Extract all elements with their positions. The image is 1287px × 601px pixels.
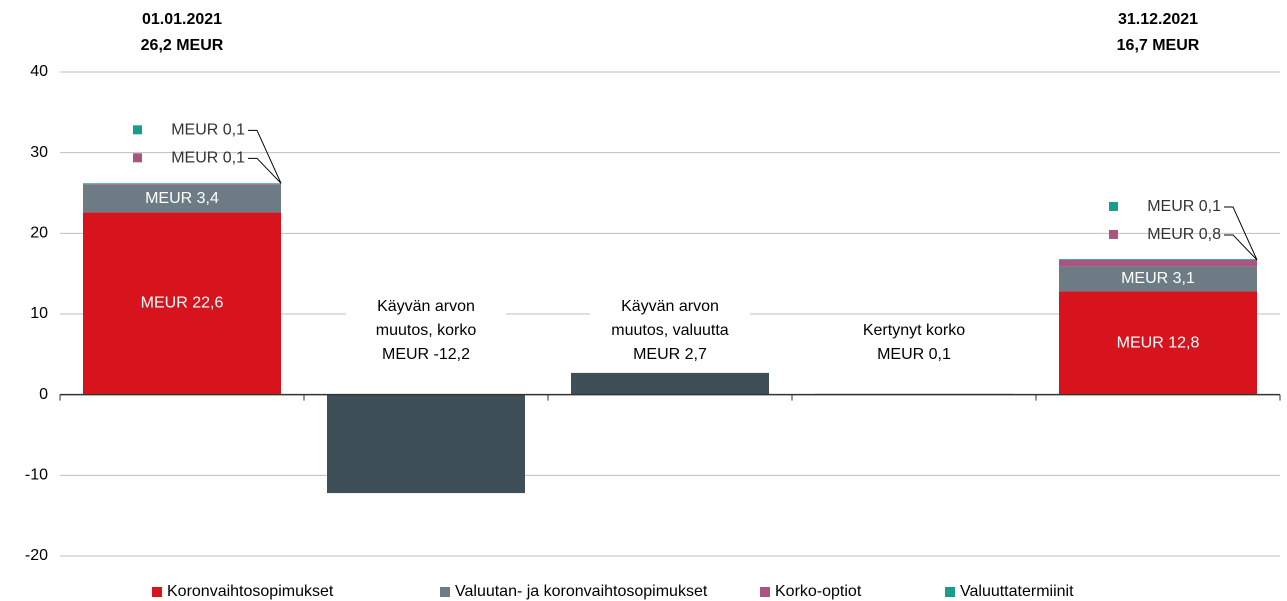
value-label: MEUR 12,8 <box>1117 334 1200 351</box>
label-background <box>346 295 506 367</box>
y-tick-label: 0 <box>39 386 48 403</box>
y-tick-label: 20 <box>30 225 48 242</box>
legend-label: Valuuttatermiinit <box>960 583 1074 600</box>
legend-label: Valuutan- ja koronvaihtosopimukset <box>455 583 708 600</box>
total-date: 01.01.2021 <box>142 11 222 28</box>
value-label: MEUR -12,2 <box>382 346 470 363</box>
y-tick-label: -20 <box>25 547 48 564</box>
bar-segment <box>1059 259 1257 267</box>
bar <box>327 394 525 494</box>
total-date: 31.12.2021 <box>1118 11 1198 28</box>
label-marker <box>1109 201 1118 211</box>
label-background <box>834 319 994 367</box>
bar <box>571 372 769 395</box>
value-label: MEUR 3,1 <box>1121 270 1195 287</box>
legend-label: Koronvaihtosopimukset <box>167 583 334 600</box>
bar-segment <box>1059 266 1257 292</box>
bar-segment <box>1059 259 1257 260</box>
leader-line <box>248 129 282 184</box>
value-label: MEUR 0,1 <box>171 150 245 167</box>
change-title: Kertynyt korko <box>863 322 965 339</box>
value-label: MEUR 3,4 <box>145 190 219 207</box>
bar-segment <box>83 184 281 213</box>
value-label: MEUR 0,1 <box>171 122 245 139</box>
leader-line <box>1224 234 1258 261</box>
y-tick-label: 10 <box>30 305 48 322</box>
change-title: muutos, valuutta <box>611 322 729 339</box>
legend-swatch <box>760 587 770 597</box>
legend-label: Korko-optiot <box>775 583 862 600</box>
value-label: MEUR 22,6 <box>141 295 224 312</box>
value-label: MEUR 2,7 <box>633 346 707 363</box>
change-title: Käyvän arvon <box>377 298 475 315</box>
total-label: 16,7 MEUR <box>1117 37 1200 54</box>
y-tick-label: -10 <box>25 467 48 484</box>
change-title: muutos, korko <box>376 322 477 339</box>
legend-swatch <box>945 587 955 597</box>
y-tick-label: 30 <box>30 144 48 161</box>
label-marker <box>133 125 142 135</box>
bar-segment <box>1059 291 1257 395</box>
bar-segment <box>83 183 281 185</box>
total-label: 26,2 MEUR <box>141 37 224 54</box>
value-label: MEUR 0,1 <box>877 346 951 363</box>
label-marker <box>133 153 142 163</box>
label-background <box>590 295 750 367</box>
y-tick-label: 40 <box>30 63 48 80</box>
label-marker <box>1109 229 1118 239</box>
bar-segment <box>83 212 281 395</box>
leader-line <box>1224 206 1258 261</box>
legend-swatch <box>152 587 162 597</box>
change-title: Käyvän arvon <box>621 298 719 315</box>
value-label: MEUR 0,1 <box>1147 198 1221 215</box>
leader-line <box>248 157 282 184</box>
legend-swatch <box>440 587 450 597</box>
bar-segment <box>83 184 281 185</box>
value-label: MEUR 0,8 <box>1147 226 1221 243</box>
